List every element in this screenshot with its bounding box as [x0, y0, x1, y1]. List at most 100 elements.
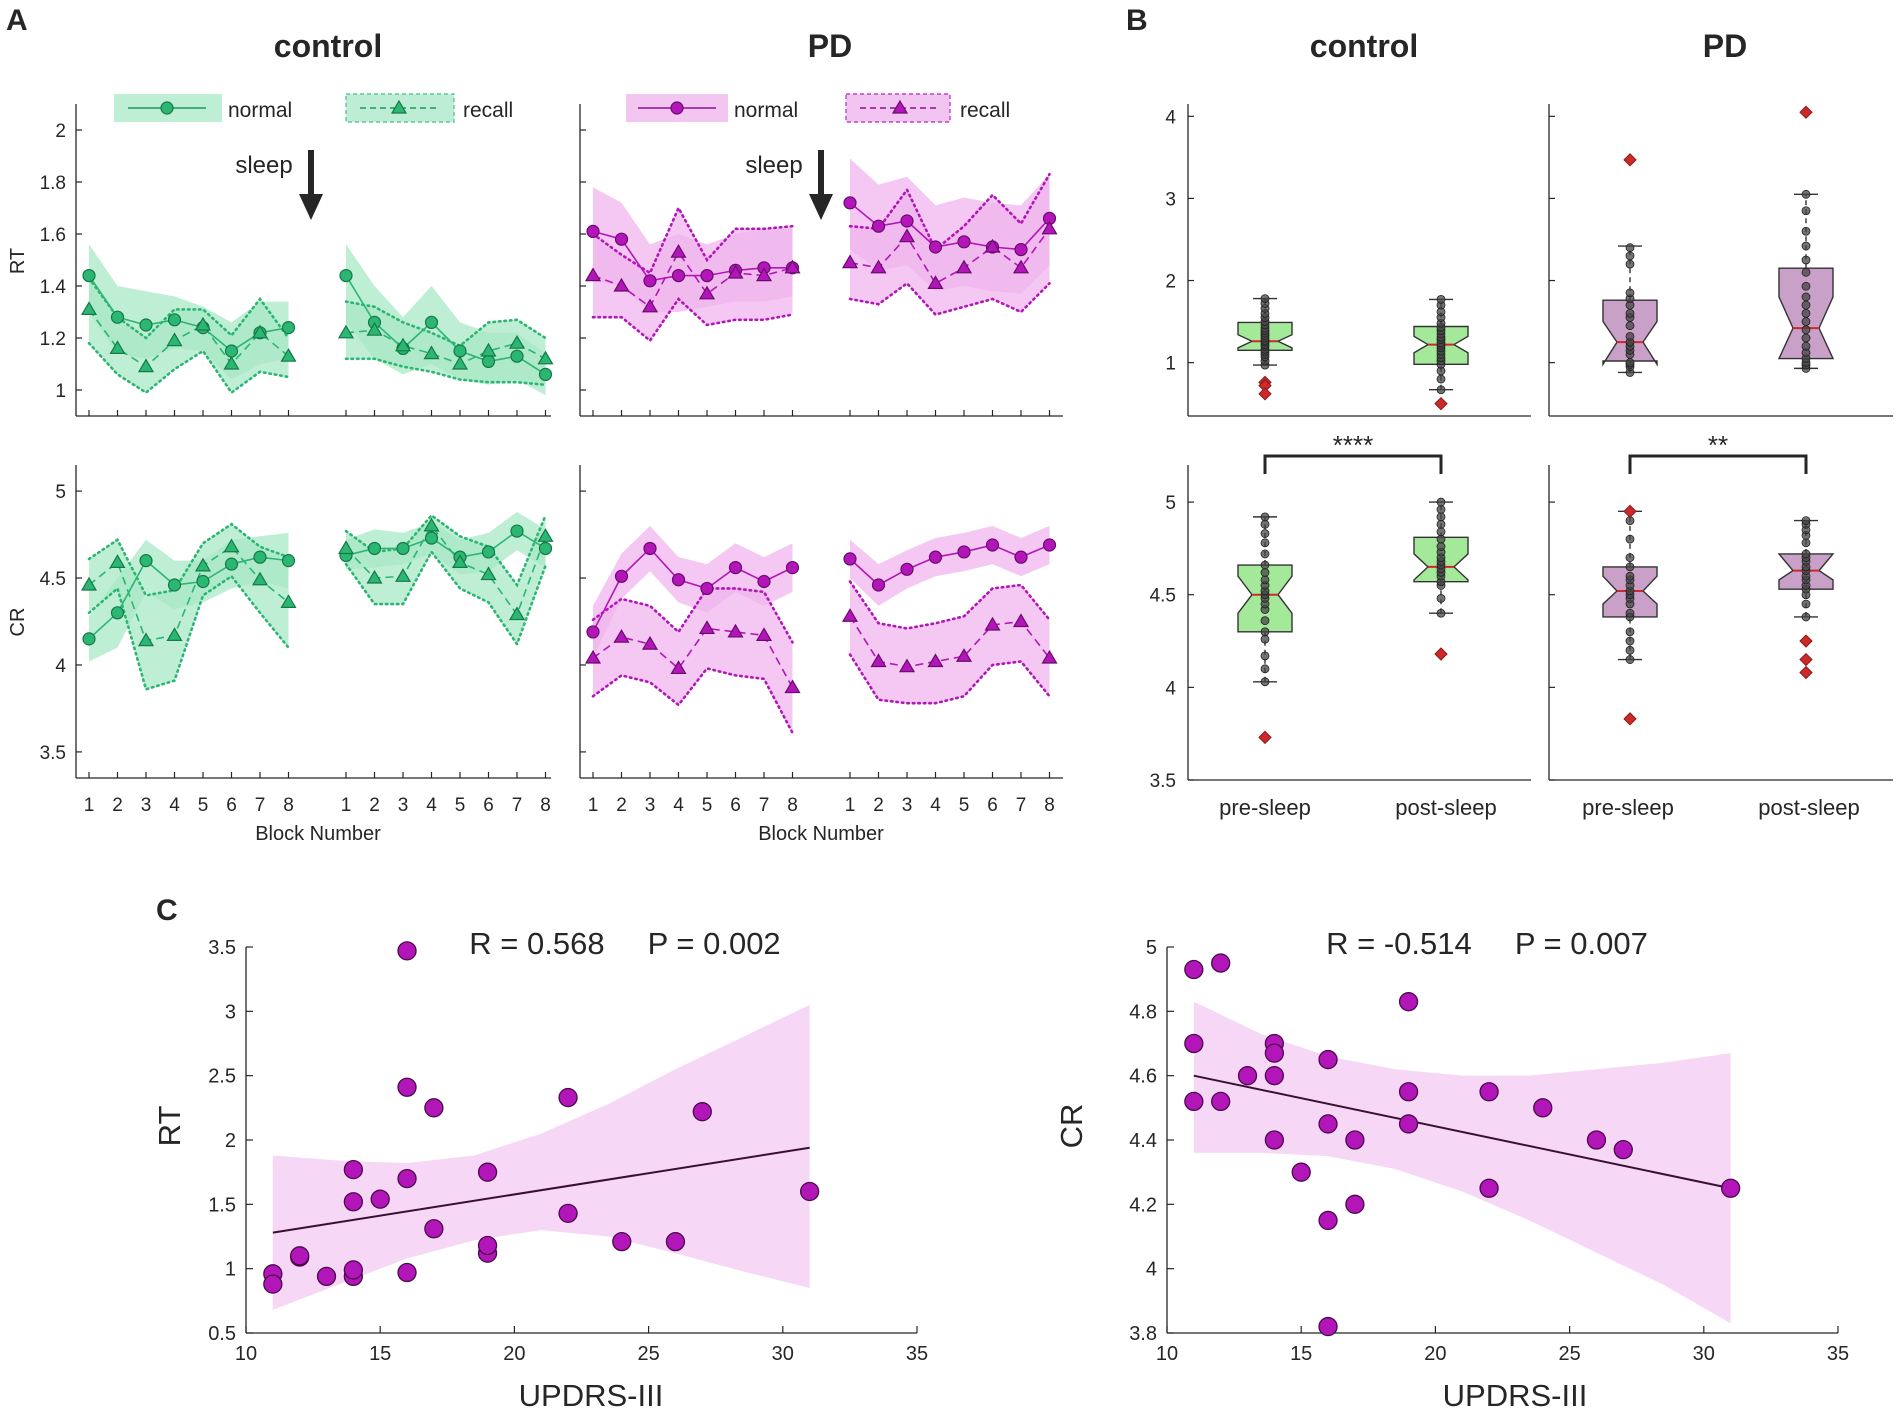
a-rt-pd-post-normal-point — [871, 219, 886, 233]
c-cr-point — [1291, 1162, 1311, 1182]
a-cr-pd-pre-recall-point — [670, 660, 687, 675]
b-cr-control-post-point — [1436, 527, 1446, 537]
b-cr-pd-post-point — [1801, 538, 1811, 548]
b-cr-control-pre-point — [1260, 627, 1270, 637]
c-cr-point — [1237, 1066, 1258, 1086]
a-rt-ylabel: RT — [7, 248, 29, 274]
c-cr-point — [1184, 1033, 1204, 1054]
c-rt-ytick-label: 2 — [225, 1130, 236, 1152]
b-cr-control-post-point — [1436, 519, 1446, 529]
c-cr-xtick-label: 25 — [1558, 1343, 1580, 1365]
b-cr-pd-pre-point — [1625, 645, 1635, 655]
a-cr-pd-post-normal-point — [985, 538, 1000, 552]
a-control-post-xtick-label: 4 — [426, 795, 437, 816]
a-cr-control-post-normal-point — [424, 531, 439, 545]
a-cr-control-post-recall-point — [337, 540, 355, 555]
legend-control-normal: normal — [228, 99, 292, 122]
c-cr-point — [1184, 959, 1204, 980]
b-rt-pd-post-point — [1801, 333, 1811, 343]
b-cr-pd-pre-point — [1625, 553, 1635, 563]
a-cr-pd-post-recall-point — [984, 616, 1001, 631]
c-rt-xlabel: UPDRS-III — [519, 1378, 664, 1413]
a-rt-control-pre-normal-point — [82, 269, 96, 283]
a-pd-pre-xtick-label: 2 — [616, 795, 627, 816]
b-cr-control-post-point — [1436, 594, 1446, 603]
a-rt-control-post-normal-point — [538, 367, 553, 381]
b-sig-control: **** — [1263, 430, 1443, 474]
a-cr-pd-pre-normal-band — [593, 525, 793, 659]
b-rt-control-post-point — [1436, 295, 1446, 304]
b-cr-pd-pre-outlier — [1623, 712, 1637, 726]
c-rt-ytick-label: 0.5 — [208, 1323, 236, 1345]
a-rt-pd-post-recall-point — [1012, 259, 1030, 274]
a-pd-pre-xtick-label: 6 — [730, 795, 741, 816]
c-rt-xtick-label: 30 — [772, 1343, 794, 1365]
c-cr-point — [1345, 1130, 1365, 1150]
a-cr-control-post-normal-point — [367, 541, 382, 556]
a-pd-post-xtick-label: 1 — [845, 795, 856, 816]
c-rt-ytick-label: 3.5 — [208, 937, 236, 959]
a-pd-pre-xtick-label: 8 — [787, 795, 798, 816]
a-cr-control-pre-recall-point — [137, 632, 155, 647]
a-rt-control-pre-normal-point — [281, 321, 296, 335]
b-rt-pd-post-point — [1801, 226, 1811, 236]
c-cr-ytick-label: 4.6 — [1129, 1066, 1157, 1088]
a-cr-control-post-normal-point — [481, 545, 496, 559]
a-rt-control-post-recall-point — [337, 324, 355, 339]
b-cr-control-pre-point — [1260, 651, 1270, 661]
b-rt-control-post-point — [1436, 385, 1446, 395]
b-cr-control-post-point — [1436, 505, 1446, 514]
a-pd-pre-xtick-label: 4 — [673, 795, 684, 816]
legend-pd: normal recall — [626, 93, 1010, 123]
c-rt-ylabel: RT — [152, 1106, 187, 1147]
a-rt-pd-post-recall-lo — [848, 281, 1051, 317]
b-rt-pd-post-point — [1801, 241, 1811, 251]
c-cr-point — [1211, 1091, 1231, 1112]
c-cr-xtick-label: 35 — [1827, 1343, 1849, 1365]
a-cr-pd-pre-recall-point — [584, 649, 602, 664]
b-sig-pd-label: ** — [1708, 430, 1728, 460]
a-rt-pd-pre-recall-point — [727, 264, 744, 279]
a-cr-control-pre-normal-point — [224, 557, 239, 571]
a-pd-post-xtick-label: 7 — [1016, 795, 1027, 816]
a-cr-pd-pre-normal-point — [757, 574, 771, 589]
b-rt-pd-pre-point — [1625, 251, 1635, 261]
c-cr-point — [1613, 1140, 1633, 1160]
c-rt-point — [343, 1192, 364, 1212]
a-rt-control-pre-normal-point — [139, 318, 153, 332]
c-cr-point — [1398, 1082, 1419, 1102]
a-control-pre-xtick-label: 8 — [283, 795, 294, 816]
c-cr-ylabel: CR — [1054, 1104, 1089, 1149]
a-rt-control-post-recall-point — [423, 345, 440, 360]
c-cr-point — [1479, 1082, 1499, 1102]
b-cr-ytick-label: 3.5 — [1150, 771, 1176, 792]
b-cr-ytick-label: 4.5 — [1150, 586, 1176, 607]
b-rt-control-post-point — [1436, 374, 1446, 384]
b-rt-pd-post-point — [1801, 317, 1811, 326]
a-rt-pd-pre-recall-line — [592, 250, 793, 308]
c-rt-ytick-label: 3 — [225, 1001, 236, 1023]
a-rt-pd-post-recall-point — [870, 259, 887, 274]
a-rt-control-post-normal-point — [453, 344, 467, 358]
a-rt-control-pre-normal-point — [167, 313, 182, 327]
a-rt-control-post-normal-band — [346, 244, 546, 396]
a-pd-pre-xtick-label: 3 — [645, 795, 656, 816]
c-rt-ytick-label: 1.5 — [208, 1194, 236, 1216]
a-control-post-xtick-label: 1 — [341, 795, 352, 816]
b-rt-pd-pre-outlier — [1623, 153, 1637, 167]
b-rt-pd-pre-point — [1625, 358, 1635, 368]
a-rt-control-post-normal-point — [339, 269, 353, 283]
a-cr-pd-pre-recall-point — [613, 628, 630, 643]
c-rt-xtick-label: 15 — [369, 1343, 391, 1365]
a-rt-control-pre-recall-point — [223, 355, 240, 370]
c-cr-point — [1318, 1210, 1338, 1231]
c-rt-xtick-label: 20 — [503, 1343, 525, 1365]
c-cr-point — [1479, 1178, 1499, 1198]
b-cr-control-pre-point — [1260, 634, 1270, 644]
a-cr-control-post-recall-line — [345, 524, 547, 617]
panel-label-c: C — [156, 894, 178, 927]
a-control-pre-xtick-label: 7 — [255, 795, 266, 816]
a-rt-control-pre-recall-point — [280, 348, 297, 362]
c-rt-point — [612, 1231, 632, 1252]
c-cr-point — [1586, 1130, 1607, 1150]
